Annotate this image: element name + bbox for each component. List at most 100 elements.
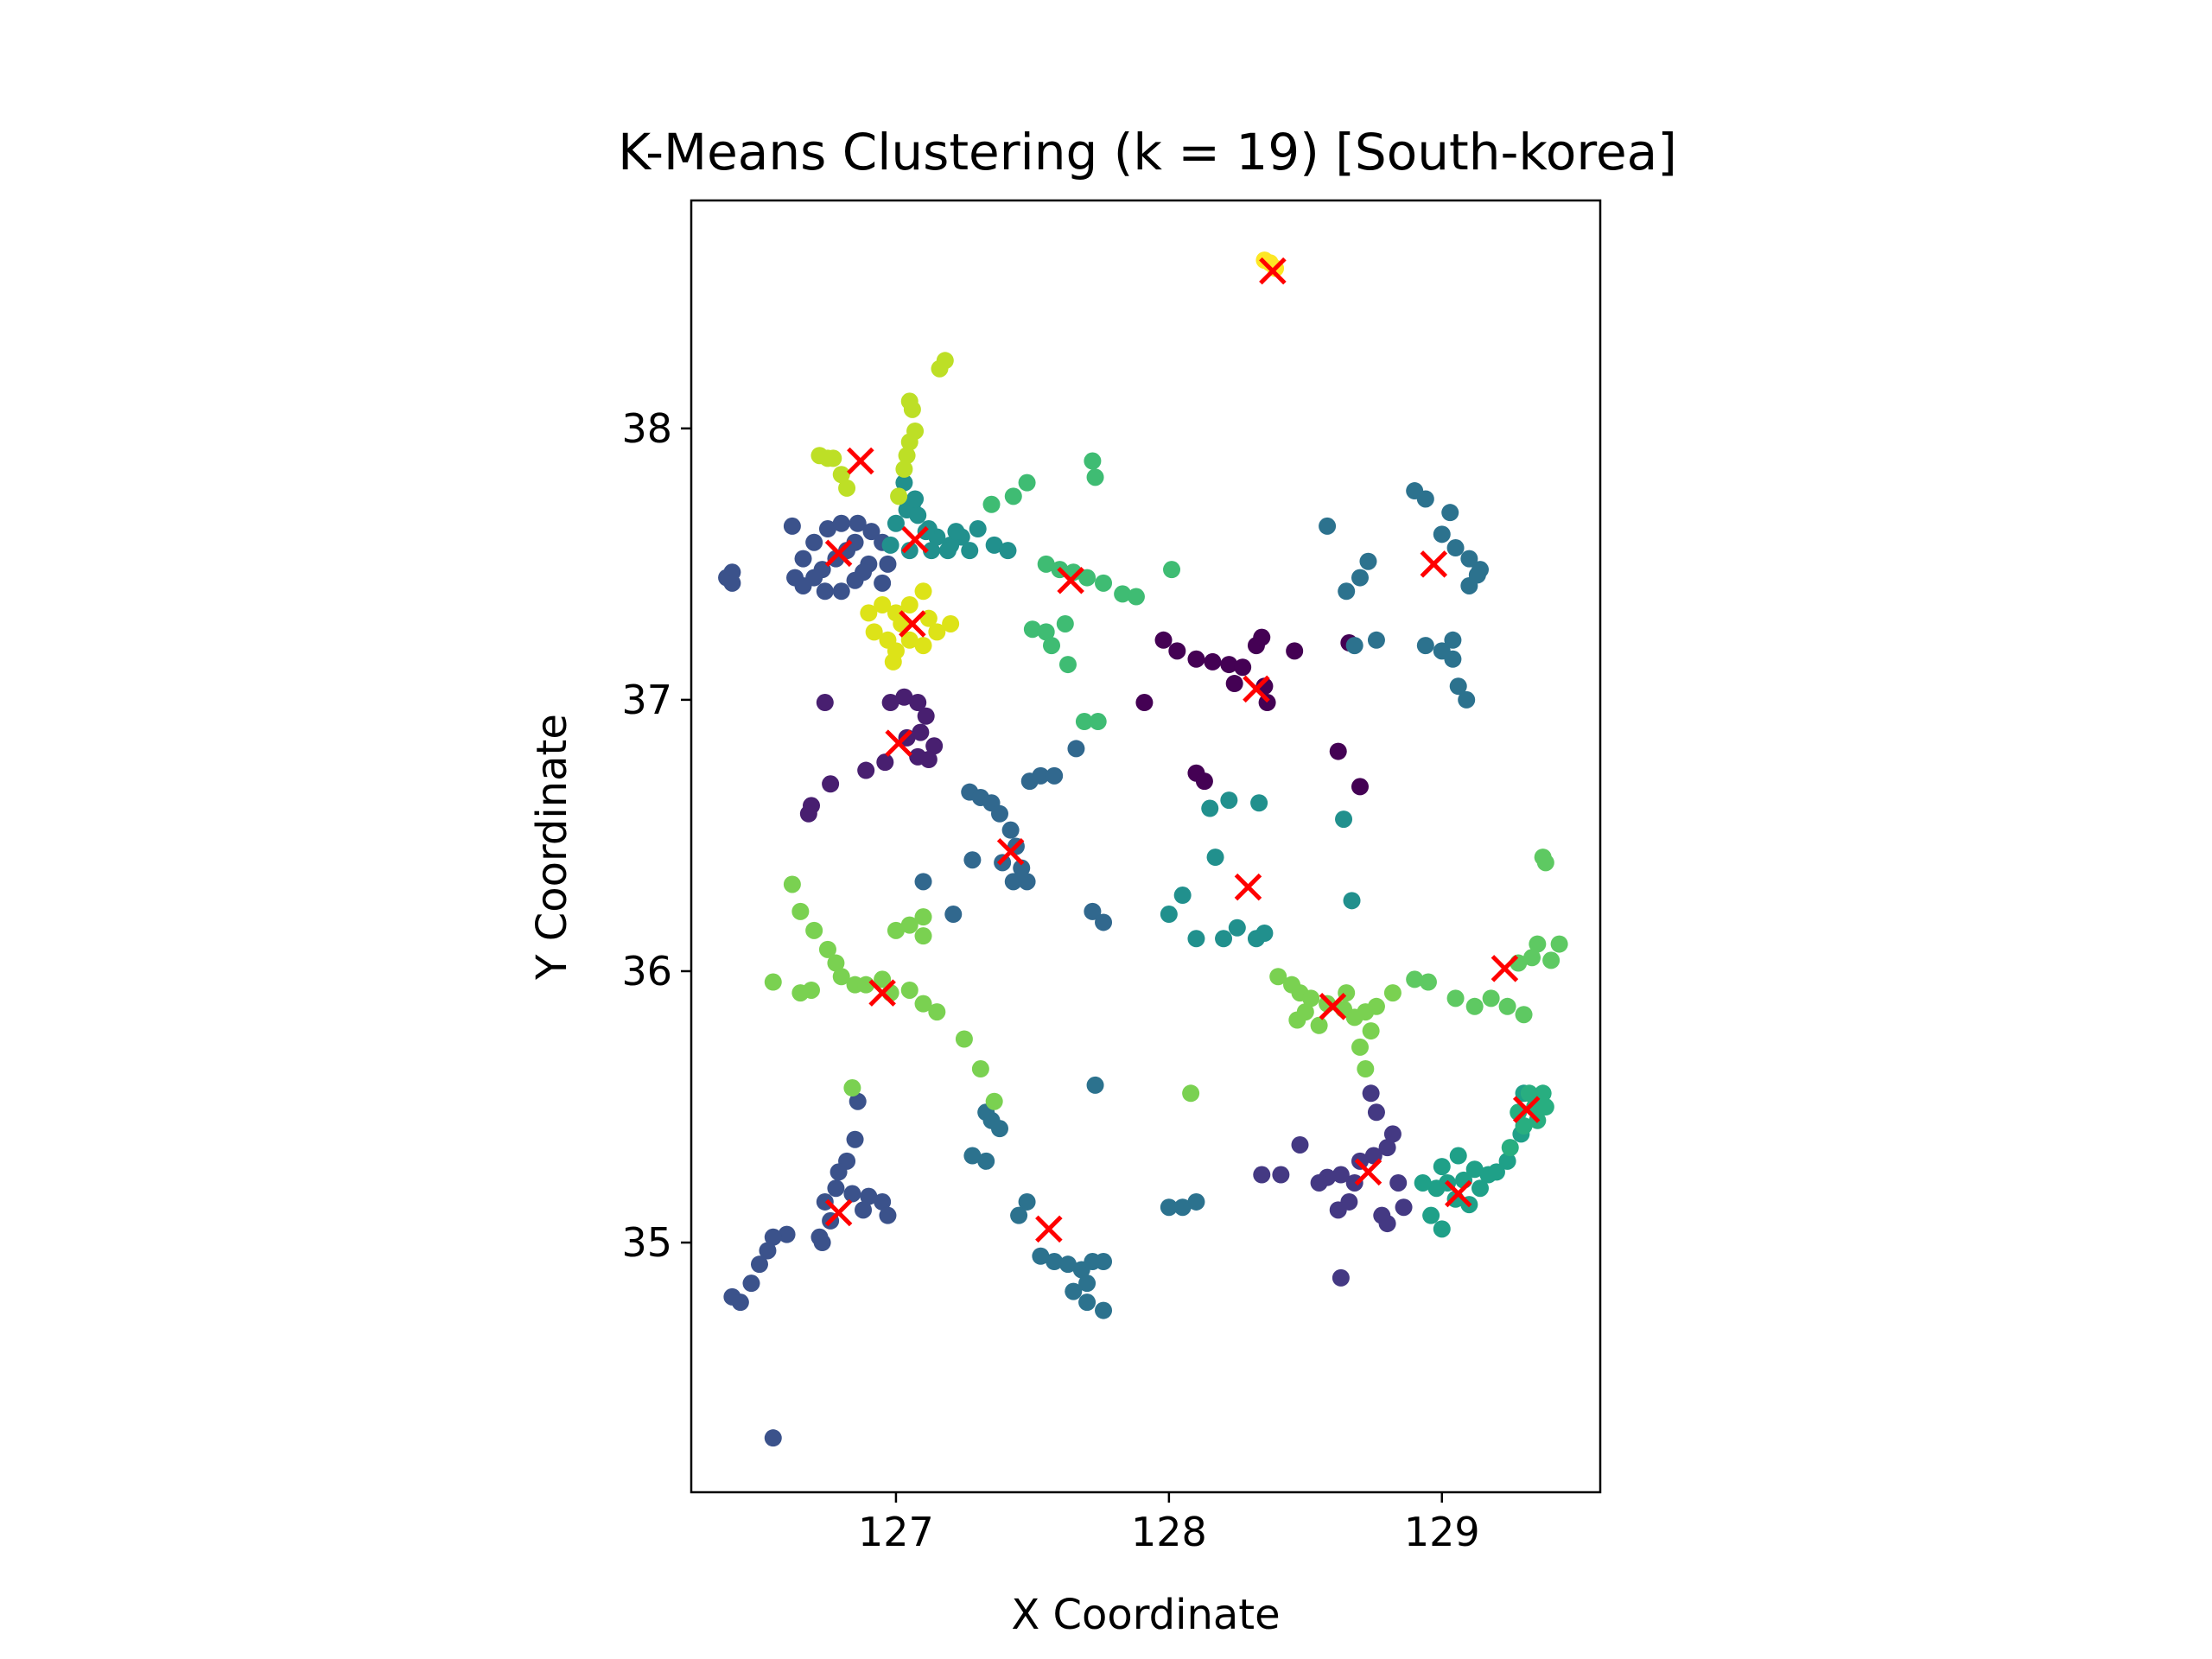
centroid-stroke [996,838,1025,866]
data-point [1433,1158,1451,1176]
data-point [846,1130,864,1148]
data-point [1078,1274,1096,1293]
data-point [900,595,918,613]
data-point [1471,1179,1489,1198]
data-point [1127,588,1145,606]
data-point [900,433,918,451]
data-point [925,737,944,755]
data-point [1446,989,1465,1007]
data-point [898,447,916,465]
centroid-stroke [901,525,929,554]
data-point [759,1242,777,1260]
data-point [909,694,927,712]
data-point [1515,1006,1533,1024]
centroid-stroke [824,1198,853,1227]
data-point [912,723,930,741]
data-point [778,1225,796,1243]
data-point [1220,791,1238,810]
data-point [1460,550,1478,568]
data-point [1187,930,1205,948]
data-point [1075,713,1093,731]
y-axis-label: Y Coordinate [528,714,576,981]
data-point [1419,973,1437,991]
data-point [1529,935,1547,953]
data-point [1058,1255,1077,1274]
data-point [1004,873,1022,891]
data-point [1487,1163,1505,1181]
x-tick-label: 129 [1404,1509,1480,1555]
data-point [1010,1206,1028,1224]
data-point [1449,677,1467,696]
data-point [818,449,836,467]
data-point [1536,1098,1554,1116]
data-point [895,460,913,478]
data-point [1225,675,1243,693]
data-point [1482,989,1500,1007]
data-point [764,973,782,991]
data-point [1286,642,1304,660]
data-point [938,542,957,560]
data-point [805,569,823,587]
data-point [881,694,899,712]
data-point [832,466,850,484]
data-point [1414,1173,1432,1192]
data-point [1173,887,1192,905]
data-point [1498,997,1516,1015]
data-point [1168,642,1186,660]
data-point [1332,1268,1350,1287]
centroid-stroke [1243,675,1270,703]
data-point [816,694,834,712]
data-point [1465,1160,1484,1179]
data-point [1383,984,1402,1002]
data-point [742,1274,760,1293]
data-point [961,542,979,560]
data-point [794,550,812,568]
data-point [803,981,821,999]
cluster-centroid-marker [1234,873,1262,901]
centroid-stroke [1420,550,1448,578]
cluster-centroid-marker [1319,993,1347,1020]
data-point [1187,650,1205,668]
data-point [1220,656,1238,674]
data-point [731,1294,749,1312]
cluster-centroid-marker [1057,566,1084,594]
centroid-stroke [885,729,912,757]
data-point [818,520,836,538]
cluster-centroid-marker [1420,550,1448,578]
data-point [1359,552,1377,570]
data-point [1018,1192,1036,1211]
data-point [1095,913,1113,931]
data-point [914,873,932,891]
data-point [1335,810,1353,829]
data-point [818,940,836,958]
data-point [832,582,850,601]
data-point [985,536,1003,554]
data-point [822,775,840,793]
data-point [1523,949,1541,967]
data-point [723,574,741,592]
cluster-centroid-marker [847,447,874,475]
data-point [1095,1253,1113,1271]
data-point [1378,1215,1396,1233]
data-point [1416,637,1434,655]
data-point [977,1152,995,1170]
data-point [914,908,932,926]
data-point [1332,1166,1350,1184]
data-point [1395,1198,1413,1217]
y-axis-ticks: 35 36 37 38 [621,405,691,1266]
data-point [855,1201,873,1219]
data-point [827,1179,845,1198]
data-point [1163,561,1181,579]
data-point [1114,585,1132,603]
data-point [1329,1201,1347,1219]
data-point [1056,614,1074,632]
data-point [849,1092,867,1110]
data-point [1095,1301,1113,1319]
data-point [887,514,905,532]
data-point [1345,637,1363,655]
centroid-stroke [1319,993,1347,1020]
data-point [884,652,902,671]
data-point [1253,1166,1271,1184]
points-layer [718,251,1568,1447]
data-point [914,927,932,945]
